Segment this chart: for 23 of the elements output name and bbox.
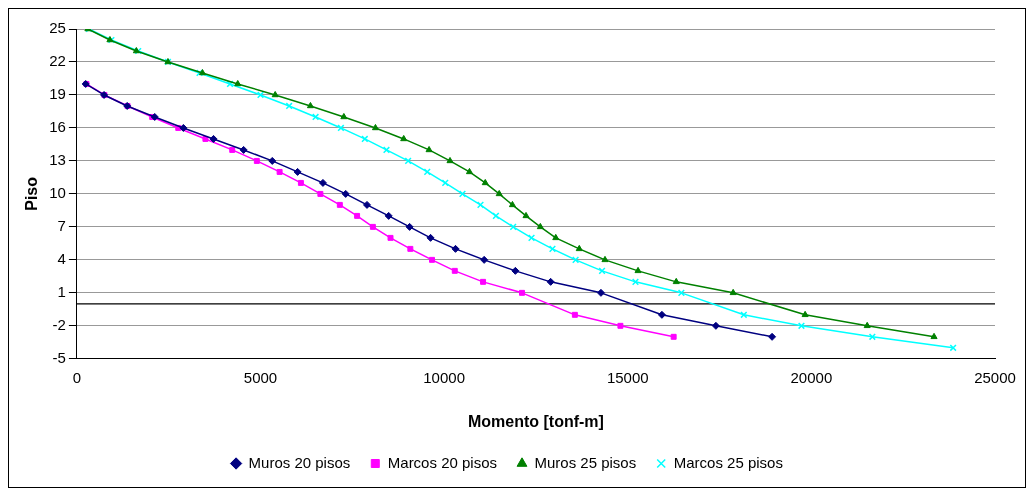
y-tick-label: 22 xyxy=(49,52,66,70)
x-tick-label: 15000 xyxy=(606,368,649,386)
y-tick-label: 19 xyxy=(49,85,66,103)
y-tick-label: -5 xyxy=(52,348,66,366)
x-tick-label: 10000 xyxy=(423,368,465,386)
y-axis-title: Piso xyxy=(23,176,41,211)
x-tick-label: 5000 xyxy=(243,368,278,386)
y-tick-label: 1 xyxy=(57,282,66,300)
legend-label: Muros 25 pisos xyxy=(534,453,637,471)
y-tick-label: 13 xyxy=(49,151,66,169)
x-tick-label: 20000 xyxy=(790,368,833,386)
x-tick-label: 25000 xyxy=(974,368,1016,386)
y-tick-label: 4 xyxy=(57,250,66,267)
legend-label: Marcos 20 pisos xyxy=(387,453,498,471)
legend-label: Muros 20 pisos xyxy=(248,453,351,471)
x-axis-title: Momento [tonf-m] xyxy=(467,412,604,430)
x-tick-label: 0 xyxy=(72,368,82,386)
y-tick-label: 10 xyxy=(49,184,66,202)
legend-label: Marcos 25 pisos xyxy=(673,453,783,471)
y-tick-label: 25 xyxy=(49,19,66,37)
y-tick-label: 7 xyxy=(57,217,66,235)
y-tick-label: -2 xyxy=(52,315,66,333)
y-tick-label: 16 xyxy=(49,118,66,136)
